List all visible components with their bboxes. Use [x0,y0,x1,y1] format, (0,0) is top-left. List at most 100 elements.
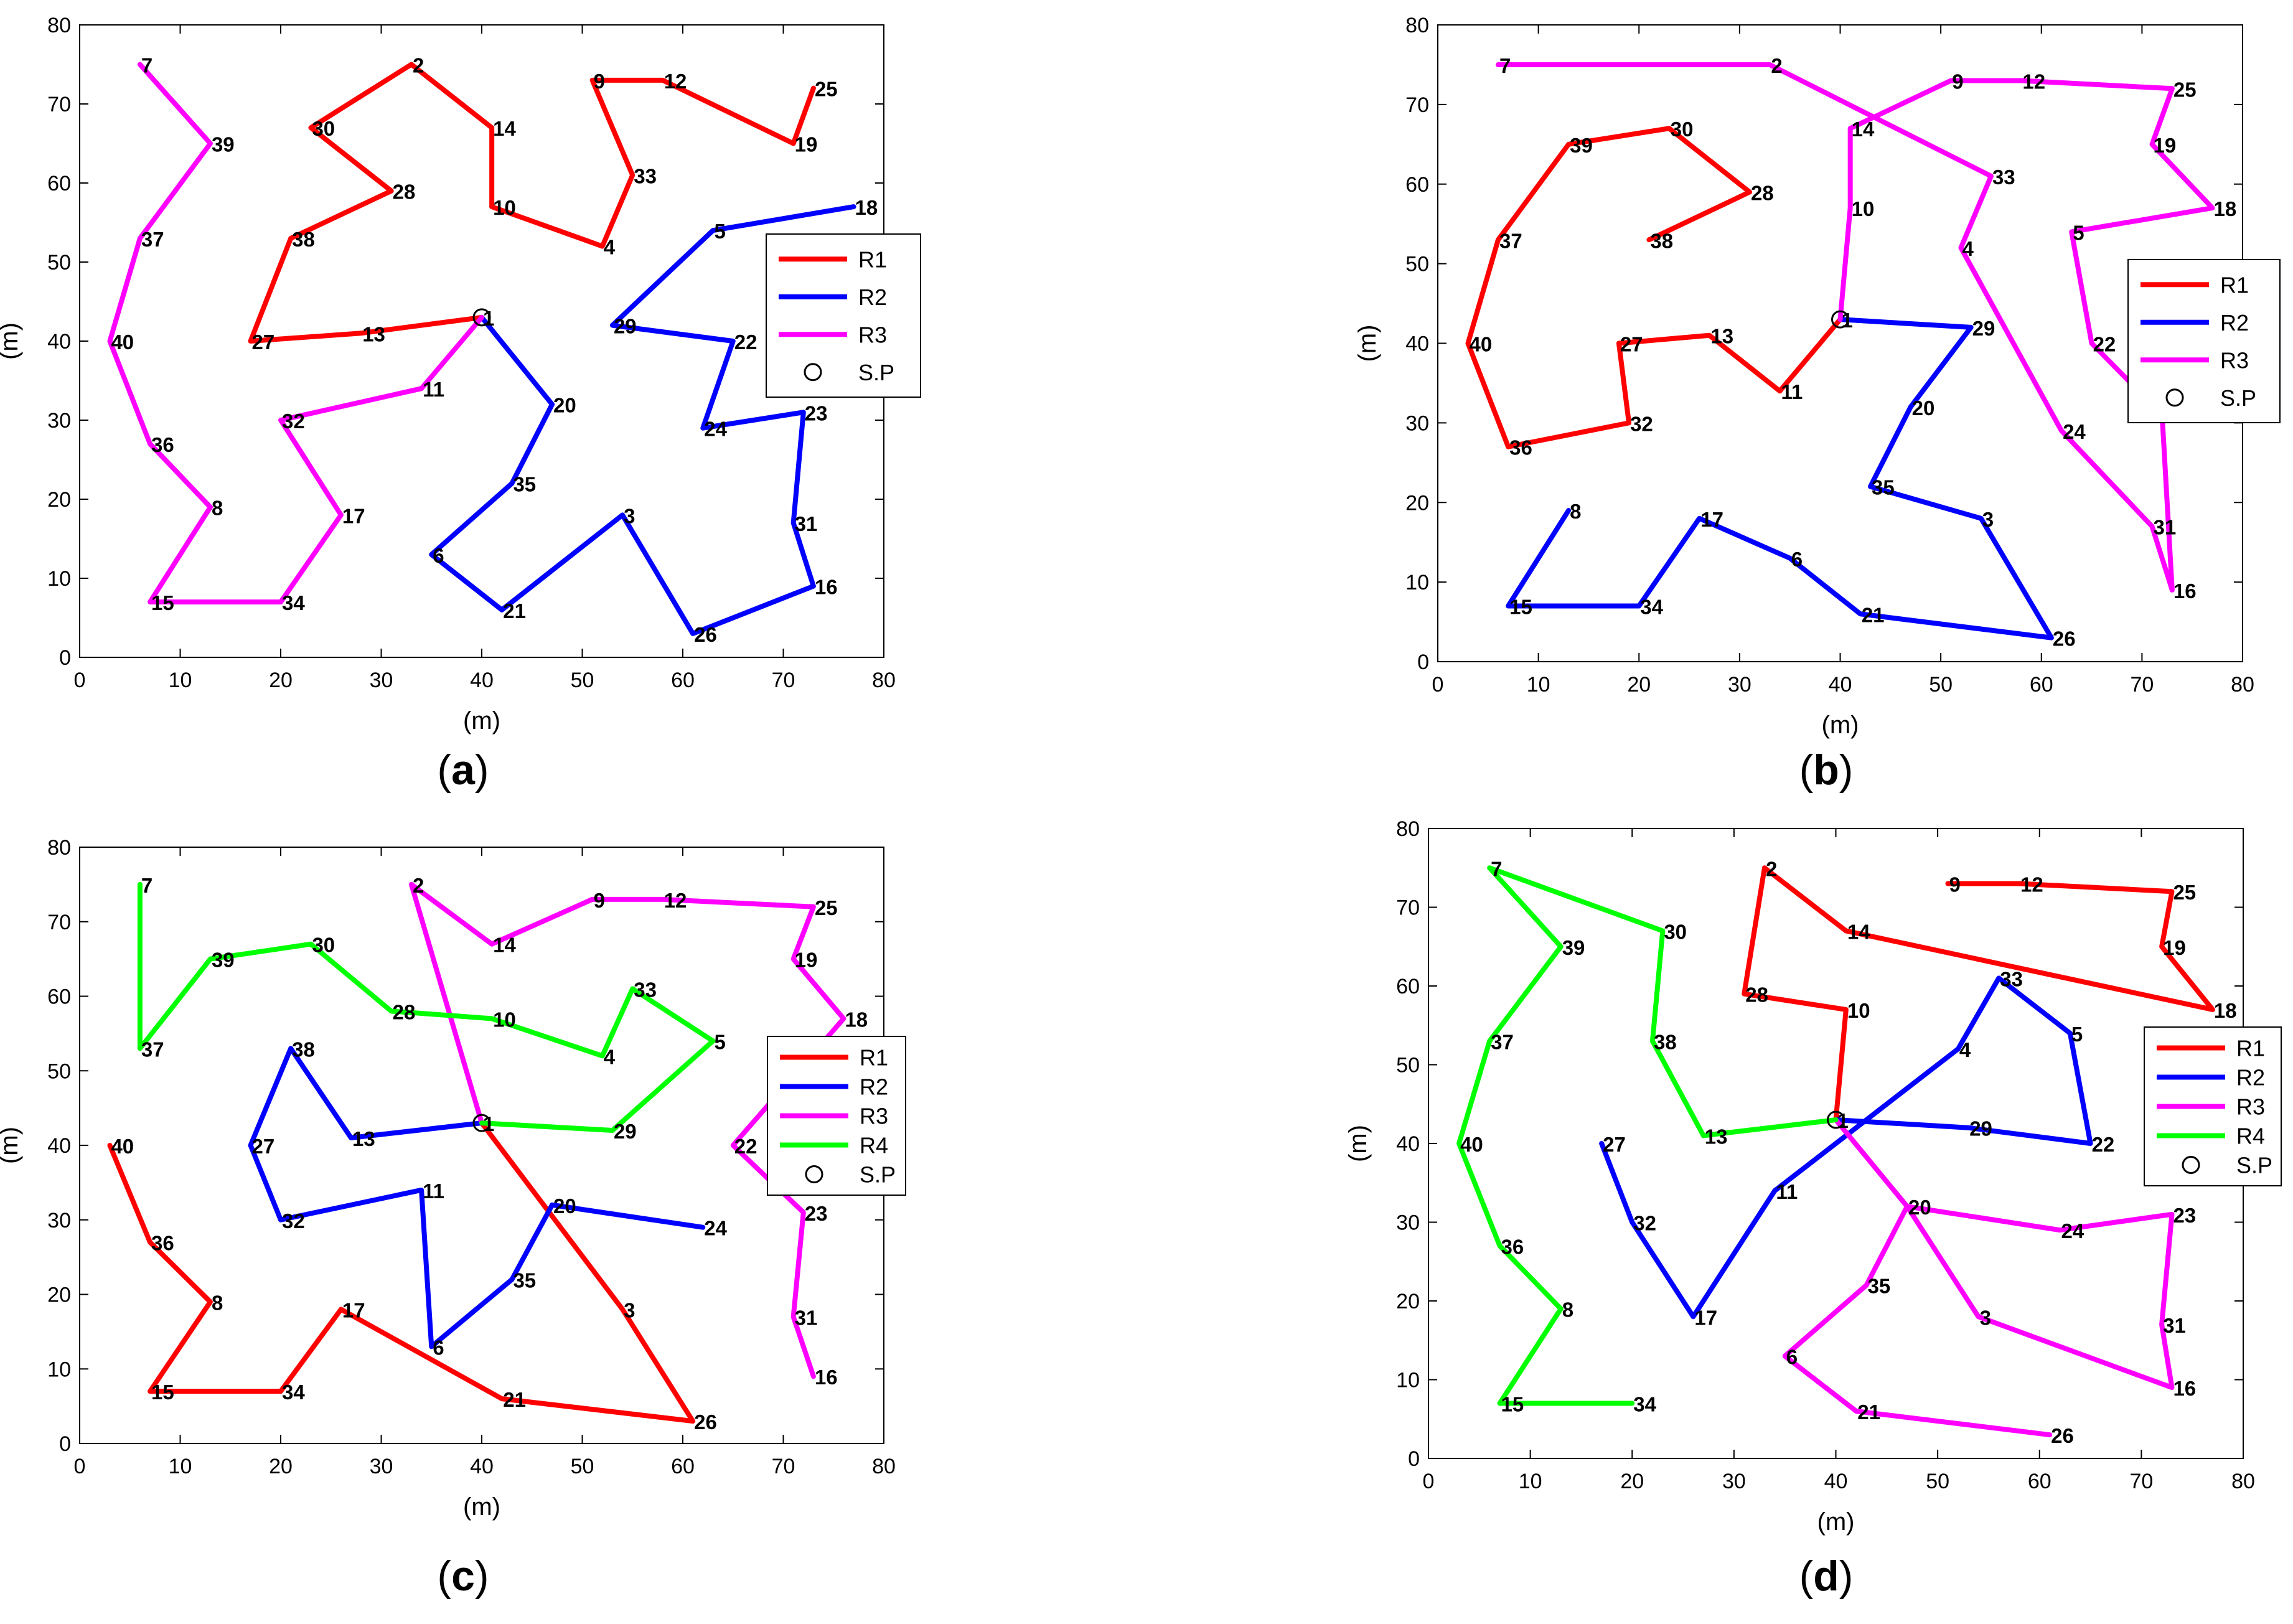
node-label: 8 [212,1291,223,1314]
start-point-marker [1831,310,1849,329]
node-label: 27 [1603,1133,1626,1156]
x-tick-label: 0 [1423,1470,1435,1493]
node-label: 11 [1776,1180,1798,1203]
node-label: 13 [362,322,385,345]
node-label: 38 [1654,1031,1677,1054]
y-tick-label: 40 [1405,332,1429,356]
y-tick-label: 0 [1417,650,1429,674]
node-label: 18 [2214,197,2237,220]
node-label: 38 [292,228,315,251]
x-tick-label: 0 [1432,673,1444,697]
x-tick-label: 80 [2231,1470,2255,1493]
chart-panel-d: 0 10 20 30 40 50 60 70 80 0 10 20 30 40 50 60 70 80 (m) (m)… [1344,817,2282,1600]
legend-label: R2 [860,1074,888,1100]
node-label: 30 [312,117,335,140]
node-label: 23 [2173,1204,2196,1227]
panel-caption: (b) [1799,746,1854,794]
start-point-marker [1827,1110,1845,1129]
node-label: 37 [1499,229,1522,252]
node-label: 12 [2022,70,2045,93]
plot-area [79,24,884,658]
node-label: 16 [815,576,838,599]
node-label: 22 [2093,333,2116,356]
y-tick-label: 30 [47,1209,71,1232]
node-label: 5 [2071,1023,2083,1046]
node-label: 25 [815,78,838,101]
node-label: 19 [795,133,818,156]
node-label: 9 [1949,873,1960,896]
legend-label: S.P [858,360,894,385]
node-label: 17 [342,504,365,527]
x-tick-label: 50 [571,1455,594,1478]
node-label: 6 [433,544,444,567]
node-label: 33 [2000,967,2023,990]
node-label: 29 [614,1120,637,1143]
node-label: 16 [2173,580,2197,603]
x-tick-label: 10 [1519,1470,1542,1493]
node-label: 10 [1847,999,1870,1022]
node-label: 3 [624,1298,635,1321]
x-tick-label: 60 [2028,1470,2052,1493]
y-axis-label: (m) [1354,325,1381,362]
x-tick-label: 20 [1620,1470,1644,1493]
plot-area [1437,24,2243,662]
x-tick-label: 30 [370,1455,393,1478]
y-tick-label: 40 [47,1134,71,1158]
node-label: 33 [634,164,657,187]
y-tick-label: 60 [47,985,71,1009]
node-label: 4 [1962,237,1974,260]
x-axis-label: (m) [1817,1508,1855,1536]
node-label: 20 [1908,1196,1931,1219]
legend-label: R1 [858,246,887,272]
x-tick-label: 0 [74,1455,86,1478]
node-label: 13 [352,1127,375,1150]
legend-label: R4 [2236,1124,2265,1149]
node-label: 38 [1650,229,1673,252]
route-R2 [248,1046,706,1349]
node-label: 25 [2173,881,2196,904]
node-label: 39 [212,949,235,972]
x-tick-label: 40 [1824,1470,1848,1493]
legend-marker-start-point [804,363,822,382]
route-R1 [107,1120,696,1424]
node-label: 31 [2163,1314,2186,1337]
node-label: 20 [553,1195,576,1218]
node-label: 39 [212,133,235,156]
node-label: 29 [1969,1117,1992,1140]
node-label: 9 [594,70,605,93]
panel-caption: (c) [437,1552,489,1600]
node-label: 1 [483,307,494,330]
node-label: 15 [151,591,174,614]
start-point-marker [472,308,491,327]
x-tick-label: 40 [1829,673,1852,697]
y-tick-label: 40 [1396,1132,1420,1156]
node-label: 26 [2053,627,2076,650]
x-tick-label: 80 [872,1455,896,1478]
node-label: 19 [795,949,818,972]
x-axis-label: (m) [463,1493,500,1521]
node-label: 14 [493,117,516,140]
legend: R1 R2 R3 S.P [766,233,921,398]
node-label: 30 [1664,920,1687,943]
x-tick-label: 30 [1728,673,1751,697]
node-label: 38 [292,1038,315,1061]
node-label: 34 [1640,595,1663,618]
legend-marker-start-point [805,1165,823,1183]
node-label: 28 [393,1000,416,1023]
node-label: 4 [1959,1038,1971,1061]
x-tick-label: 70 [2129,1470,2153,1493]
node-label: 17 [342,1298,365,1321]
y-tick-label: 60 [47,172,71,195]
node-label: 40 [1460,1133,1483,1156]
node-label: 3 [624,504,635,527]
node-label: 19 [2154,134,2177,157]
y-tick-label: 10 [1396,1369,1420,1392]
node-label: 32 [1630,412,1653,435]
route-R1 [1465,126,1843,449]
node-label: 7 [1499,54,1511,77]
node-label: 32 [1633,1212,1656,1235]
route-R3 [408,881,846,1379]
x-tick-label: 50 [1929,673,1953,697]
legend-label: R1 [860,1045,888,1071]
route-R2 [1506,317,2054,641]
